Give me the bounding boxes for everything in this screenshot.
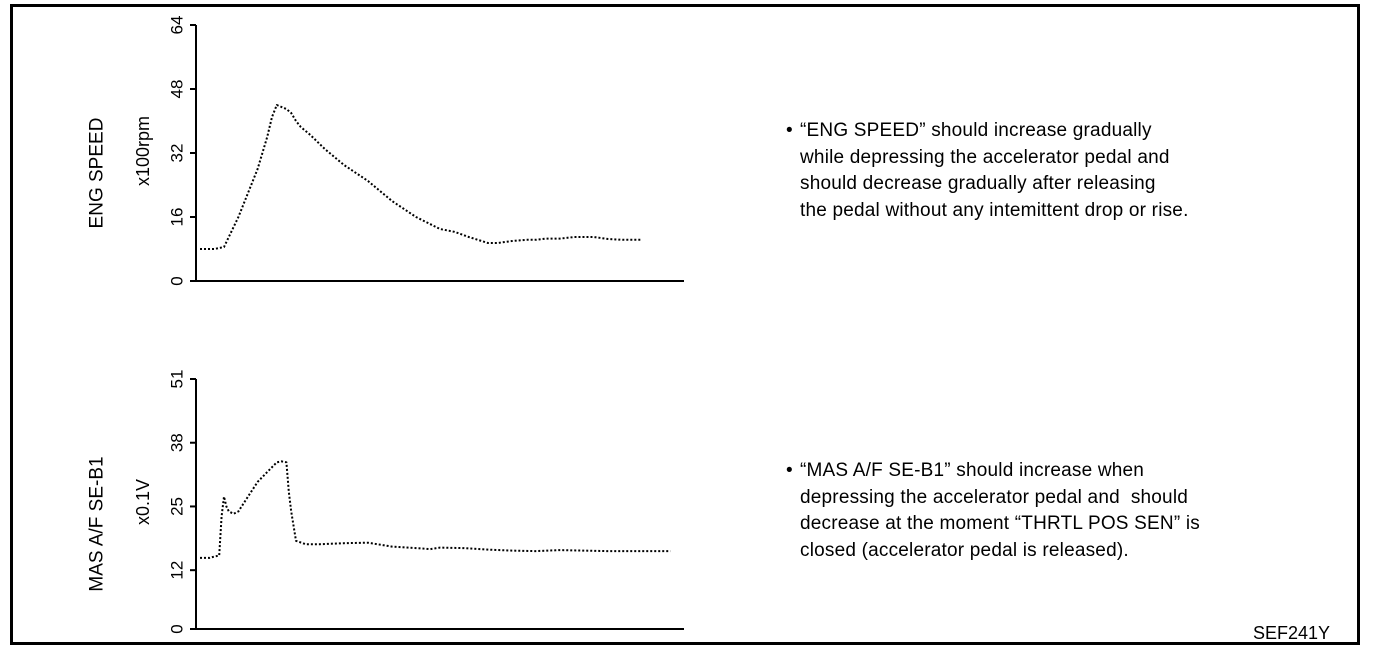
note-line: while depressing the accelerator pedal a… bbox=[800, 146, 1170, 168]
y-axis-label: ENG SPEED bbox=[87, 118, 108, 229]
note-eng-speed: • “ENG SPEED” should increase gradually … bbox=[786, 118, 1189, 224]
note-line: the pedal without any intemittent drop o… bbox=[800, 199, 1189, 221]
note-line: closed (accelerator pedal is released). bbox=[800, 539, 1129, 561]
y-tick-label: 32 bbox=[168, 144, 187, 163]
y-tick-label: 12 bbox=[168, 561, 187, 580]
note-mas-af: • “MAS A/F SE-B1” should increase when d… bbox=[786, 458, 1200, 564]
y-tick-label: 16 bbox=[168, 208, 187, 227]
note-line: depressing the accelerator pedal and sho… bbox=[800, 486, 1189, 508]
chart-eng-speed: 0 16 32 48 64 ENG SPEED x100rpm bbox=[87, 16, 684, 286]
chart-mas-af: 0 12 25 38 51 MAS A/F SE-B1 x0.1V bbox=[87, 370, 684, 634]
series-line bbox=[200, 104, 642, 250]
series-line bbox=[200, 460, 671, 559]
y-unit-label: x0.1V bbox=[133, 479, 153, 525]
y-tick-label: 64 bbox=[168, 16, 187, 35]
y-unit-label: x100rpm bbox=[133, 116, 153, 186]
y-tick-label: 0 bbox=[168, 276, 187, 285]
note-bullet: • bbox=[786, 120, 793, 141]
y-tick-label: 25 bbox=[168, 497, 187, 516]
note-line: “ENG SPEED” should increase gradually bbox=[800, 120, 1152, 141]
y-tick-label: 48 bbox=[168, 80, 187, 99]
note-line: “MAS A/F SE-B1” should increase when bbox=[800, 460, 1145, 481]
y-axis-label: MAS A/F SE-B1 bbox=[87, 456, 108, 591]
figure-code: SEF241Y bbox=[1252, 623, 1330, 643]
y-tick-label: 38 bbox=[168, 433, 187, 452]
y-tick-label: 51 bbox=[168, 370, 187, 389]
note-line: should decrease gradually after releasin… bbox=[800, 173, 1156, 194]
figure-frame bbox=[10, 4, 1360, 645]
note-line: decrease at the moment “THRTL POS SEN” i… bbox=[800, 513, 1200, 534]
note-bullet: • bbox=[786, 460, 793, 481]
y-tick-label: 0 bbox=[168, 624, 187, 633]
